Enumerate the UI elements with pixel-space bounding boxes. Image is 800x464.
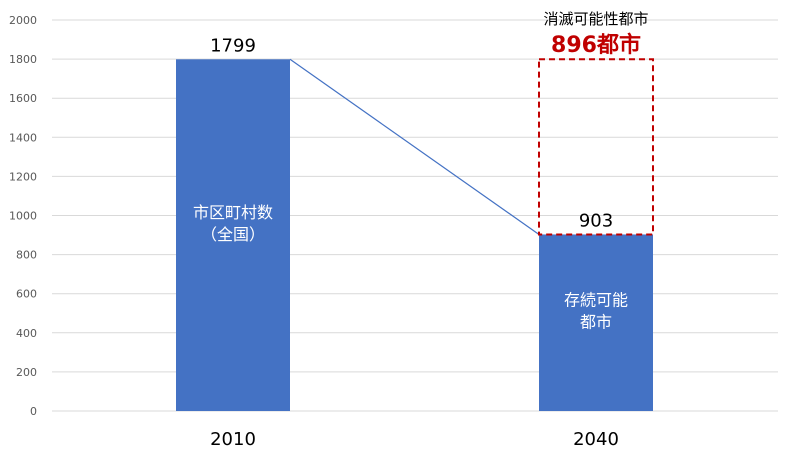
bar-label: （全国） <box>201 225 265 244</box>
gap-caption: 消滅可能性都市 <box>543 10 648 28</box>
y-tick-label: 200 <box>16 366 37 379</box>
bar-label: 市区町村数 <box>193 203 273 222</box>
x-tick-label: 2010 <box>210 429 256 450</box>
y-tick-label: 800 <box>16 249 37 262</box>
bar-label: 都市 <box>580 313 612 332</box>
y-tick-label: 1800 <box>9 53 37 66</box>
value-label: 1799 <box>210 35 256 56</box>
bars <box>176 59 653 411</box>
bar-label: 存続可能 <box>564 291 628 310</box>
y-tick-label: 600 <box>16 288 37 301</box>
y-tick-label: 2000 <box>9 14 37 27</box>
gap-outline <box>538 58 654 236</box>
gap-label: 896都市 <box>551 32 641 58</box>
y-tick-label: 1200 <box>9 170 37 183</box>
value-label: 903 <box>579 210 613 231</box>
y-tick-label: 1600 <box>9 92 37 105</box>
y-tick-label: 400 <box>16 327 37 340</box>
bar <box>539 234 653 411</box>
y-axis-tick-labels: 0 200 400 600 800 1000 1200 1400 1600 1800 2000 <box>9 14 37 418</box>
x-axis-tick-labels: 2010 2040 <box>210 429 619 450</box>
bar <box>176 59 290 411</box>
y-tick-label: 0 <box>30 405 37 418</box>
x-tick-label: 2040 <box>573 429 619 450</box>
y-tick-label: 1400 <box>9 131 37 144</box>
gridlines <box>52 19 778 412</box>
y-tick-label: 1000 <box>9 210 37 223</box>
connector-line <box>289 58 540 235</box>
